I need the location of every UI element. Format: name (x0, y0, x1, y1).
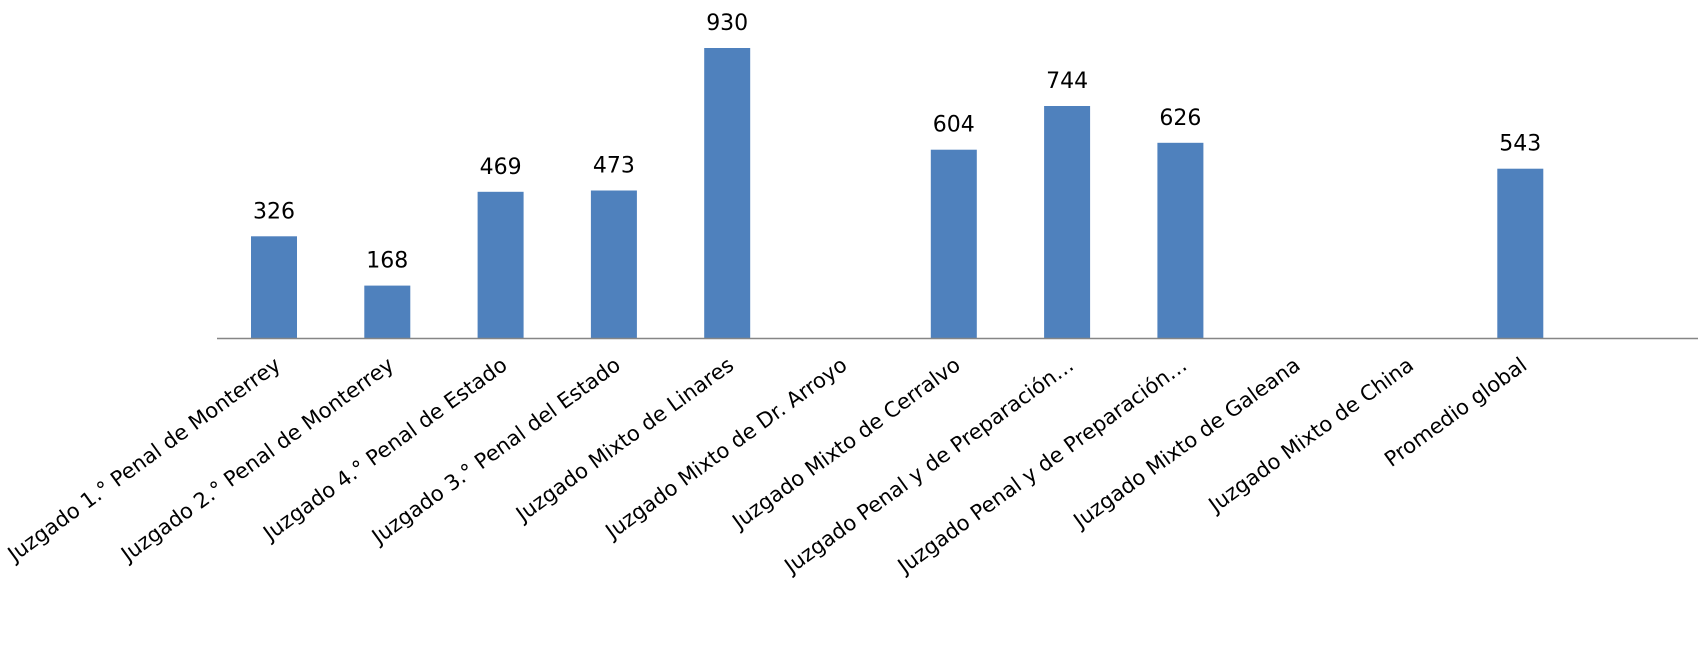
data-label: 543 (1499, 132, 1541, 157)
data-label: 626 (1159, 106, 1201, 131)
data-label: 604 (933, 113, 975, 138)
bar (477, 191, 524, 338)
bar (704, 48, 751, 338)
bar (1157, 142, 1204, 338)
data-label: 469 (480, 155, 522, 180)
bar (590, 190, 637, 338)
bar (364, 285, 411, 338)
x-tick-label: Juzgado Mixto de Linares (510, 353, 738, 528)
bars-group (251, 48, 1544, 338)
data-label: 744 (1046, 69, 1088, 94)
x-tick-label: Juzgado Mixto de China (1203, 353, 1418, 519)
bar (1044, 106, 1091, 338)
x-tick-label: Juzgado Mixto de Cerralvo (726, 353, 964, 535)
x-tick-label: Juzgado Mixto de Dr. Arroyo (600, 353, 852, 545)
data-label: 326 (253, 199, 295, 224)
data-label: 168 (366, 249, 408, 274)
data-label: 930 (706, 11, 748, 36)
bar (251, 236, 297, 338)
x-tick-label: Juzgado Mixto de Galeana (1068, 353, 1305, 534)
bar (1497, 168, 1544, 338)
data-label: 473 (593, 154, 635, 179)
bar (930, 149, 977, 338)
data-labels-group: 326 168 469 473 930 604 744 626 543 (253, 11, 1541, 274)
